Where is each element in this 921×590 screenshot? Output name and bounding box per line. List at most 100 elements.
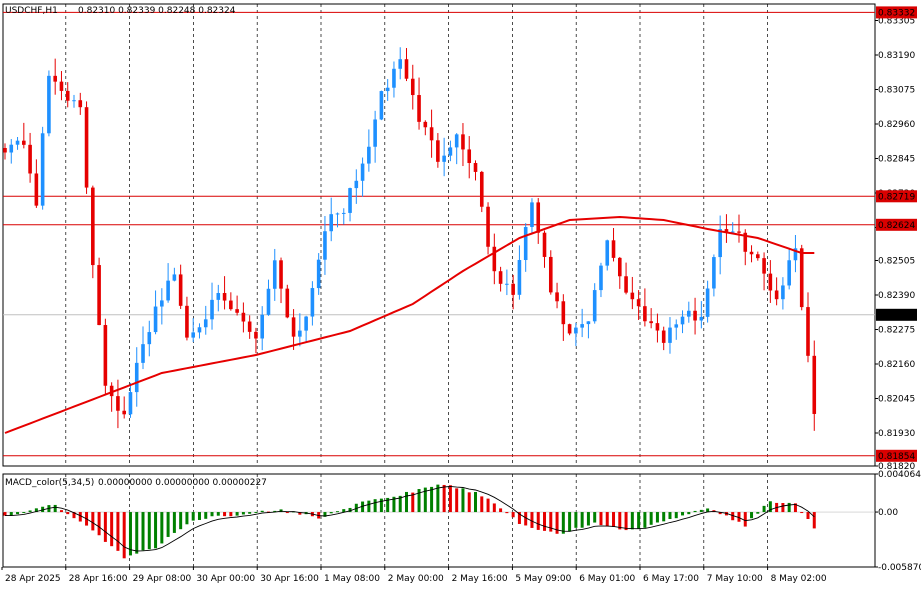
macd-histogram-bar — [555, 512, 559, 534]
candle-body — [323, 231, 327, 260]
macd-histogram-bar — [411, 492, 415, 513]
macd-histogram-bar — [172, 512, 176, 533]
time-label: 2 May 16:00 — [452, 574, 508, 584]
macd-histogram-bar — [160, 512, 164, 544]
candle-body — [109, 385, 114, 397]
macd-histogram-bar — [279, 509, 283, 513]
price-level-tag — [876, 218, 917, 231]
price-tick-label: 0.82390 — [878, 291, 915, 301]
macd-histogram-bar — [298, 512, 302, 515]
macd-histogram-bar — [28, 510, 32, 513]
macd-histogram-bar — [116, 512, 120, 551]
macd-histogram-bar — [486, 498, 490, 513]
candle-body — [498, 271, 503, 284]
macd-title: MACD_color(5,34,5) — [5, 478, 94, 488]
candle-body — [78, 100, 83, 108]
macd-histogram-bar — [135, 512, 139, 554]
macd-histogram-bar — [128, 512, 132, 556]
candle-body — [724, 229, 729, 232]
time-label: 7 May 10:00 — [707, 574, 763, 584]
macd-histogram-bar — [110, 512, 114, 547]
price-level-label: 0.81854 — [878, 452, 915, 462]
candle-body — [599, 265, 603, 291]
macd-histogram-bar — [342, 509, 346, 513]
candle-body — [542, 232, 547, 257]
candle-body — [674, 324, 679, 328]
candle-body — [241, 312, 246, 322]
macd-readout: 0.00000000 0.00000000 0.00000227 — [98, 478, 267, 488]
macd-histogram-bar — [273, 510, 277, 513]
macd-histogram-bar — [53, 504, 57, 513]
macd-histogram-bar — [210, 512, 214, 517]
candle-body — [523, 227, 528, 261]
macd-histogram-bar — [781, 502, 785, 513]
macd-histogram-bar — [66, 512, 70, 515]
macd-histogram-bar — [731, 512, 735, 521]
price-pane[interactable]: 0.83305 0.83190 0.83075 0.82960 0.82845 0.827… — [2, 3, 917, 472]
macd-histogram-bar — [643, 512, 647, 528]
candle-body — [492, 246, 497, 272]
candle-body — [580, 324, 584, 328]
macd-histogram-bar — [787, 502, 791, 513]
candle-body — [768, 273, 773, 291]
candle-body — [699, 316, 704, 321]
candle-body — [316, 259, 321, 289]
candle-body — [530, 202, 534, 228]
candle-body — [774, 290, 779, 300]
candle-body — [47, 75, 51, 134]
candle-body — [203, 319, 208, 328]
macd-histogram-bar — [386, 497, 390, 513]
candle-body — [147, 332, 152, 345]
macd-pane-frame — [2, 473, 876, 568]
macd-tick-label: 0.0040646 — [878, 470, 921, 480]
candle-body — [511, 283, 515, 295]
macd-histogram-bar — [141, 512, 145, 551]
candle-body — [787, 260, 791, 286]
candle-body — [229, 300, 233, 310]
candle-body — [649, 321, 653, 324]
candle-body — [40, 133, 45, 206]
candle-body — [348, 188, 352, 213]
macd-histogram-bar — [630, 512, 634, 530]
price-level-tag — [876, 6, 917, 19]
macd-histogram-bar — [442, 484, 446, 513]
macd-histogram-bar — [361, 501, 365, 513]
macd-histogram-bar — [179, 512, 183, 530]
candle-body — [806, 307, 810, 356]
candle-body — [166, 280, 170, 301]
time-label: 1 May 08:00 — [324, 574, 380, 584]
time-label: 8 May 02:00 — [771, 574, 827, 584]
macd-histogram-bar — [586, 512, 590, 526]
candle-body — [392, 68, 396, 88]
macd-histogram-bar — [9, 512, 13, 516]
moving-average-line — [4, 215, 815, 434]
candle-body — [97, 265, 101, 326]
macd-histogram-bar — [229, 512, 233, 517]
macd-tick-label: -0.0058703 — [878, 563, 921, 573]
price-tick-label: 0.82845 — [878, 155, 915, 165]
macd-histogram-bar — [524, 512, 528, 526]
candle-body — [91, 187, 95, 266]
macd-histogram-bar — [699, 509, 703, 513]
macd-histogram-bar — [254, 512, 258, 514]
candle-body — [536, 202, 541, 233]
candle-body — [762, 258, 766, 274]
candle-body — [266, 288, 271, 315]
candle-body — [442, 155, 446, 162]
candle-body — [310, 288, 315, 317]
candle-body — [712, 257, 716, 289]
macd-histogram-bar — [367, 500, 371, 513]
macd-histogram-bar — [3, 512, 7, 516]
macd-histogram-bar — [91, 512, 95, 531]
macd-pane[interactable]: 0.0040646 0.00 -0.0058703 — [2, 470, 921, 573]
price-tick-label: 0.83075 — [878, 86, 915, 96]
macd-histogram-bar — [530, 512, 534, 528]
candle-body — [134, 362, 139, 393]
candle-body — [812, 355, 817, 414]
macd-histogram-bar — [681, 512, 685, 516]
price-tick-label: 0.81820 — [878, 462, 915, 472]
candle-body — [160, 300, 164, 307]
price-level-tag — [876, 190, 917, 203]
macd-histogram-bar — [618, 512, 622, 530]
